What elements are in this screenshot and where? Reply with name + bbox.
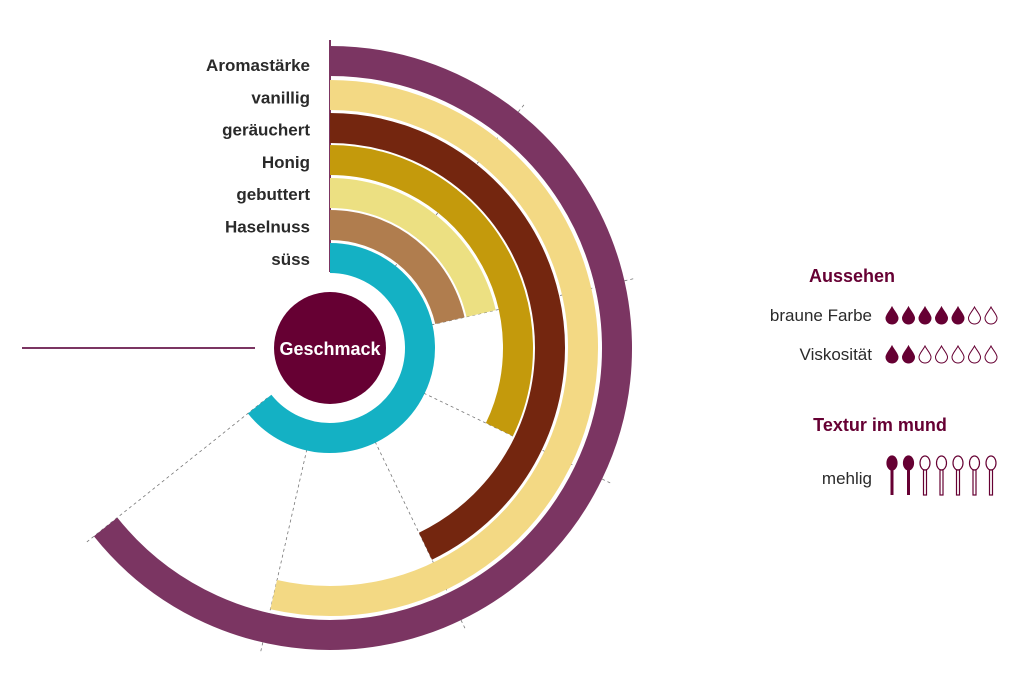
textur-title: Textur im mund [813, 415, 947, 435]
drop-icon [951, 344, 965, 364]
indicator-label: braune Farbe [770, 306, 872, 325]
arc-3 [329, 145, 533, 437]
grid-line [85, 397, 268, 543]
indicator-label: mehlig [822, 469, 872, 488]
drop-icon [901, 344, 916, 364]
spoon-handle [939, 469, 944, 496]
drop-icon [967, 344, 982, 364]
center-label: Geschmack [279, 339, 381, 359]
drop-icon [885, 305, 899, 325]
spoon-handle [972, 469, 977, 496]
drop-icon [901, 305, 916, 325]
spoon-icon [985, 455, 997, 471]
series-label: Honig [262, 153, 310, 172]
aussehen-title: Aussehen [809, 266, 895, 286]
drop-icon [918, 305, 932, 325]
spoon-handle [907, 470, 910, 495]
spoon-icon [935, 455, 948, 471]
arc-2 [329, 113, 565, 560]
spoon-icon [919, 455, 931, 471]
drop-icon [967, 305, 982, 325]
spoon-handle [890, 470, 894, 495]
spoon-handle [922, 469, 928, 496]
drop-icon [951, 305, 965, 325]
arc-4 [329, 178, 496, 318]
spoon-icon [886, 455, 898, 471]
drop-icon [885, 344, 899, 364]
center-circle [274, 292, 386, 404]
series-label: vanillig [251, 88, 310, 107]
drop-icon [934, 305, 949, 325]
spoon-handle [955, 469, 961, 496]
series-label: gebuttert [236, 185, 310, 204]
spoon-icon [902, 455, 915, 471]
series-label: geräuchert [222, 121, 310, 140]
arc-6 [247, 243, 435, 453]
spoon-icon [968, 455, 981, 471]
arc-1 [270, 80, 598, 616]
spoon-icon [952, 455, 964, 471]
series-label: Haselnuss [225, 218, 310, 237]
drop-icon [984, 344, 998, 364]
spoon-handle [988, 469, 994, 496]
drop-icon [934, 344, 949, 364]
series-label: süss [271, 250, 310, 269]
arc-0 [93, 46, 632, 650]
drop-icon [918, 344, 932, 364]
drop-icon [984, 305, 998, 325]
arc-5 [329, 210, 465, 325]
series-label: Aromastärke [206, 56, 310, 75]
indicator-label: Viskosität [800, 345, 873, 364]
